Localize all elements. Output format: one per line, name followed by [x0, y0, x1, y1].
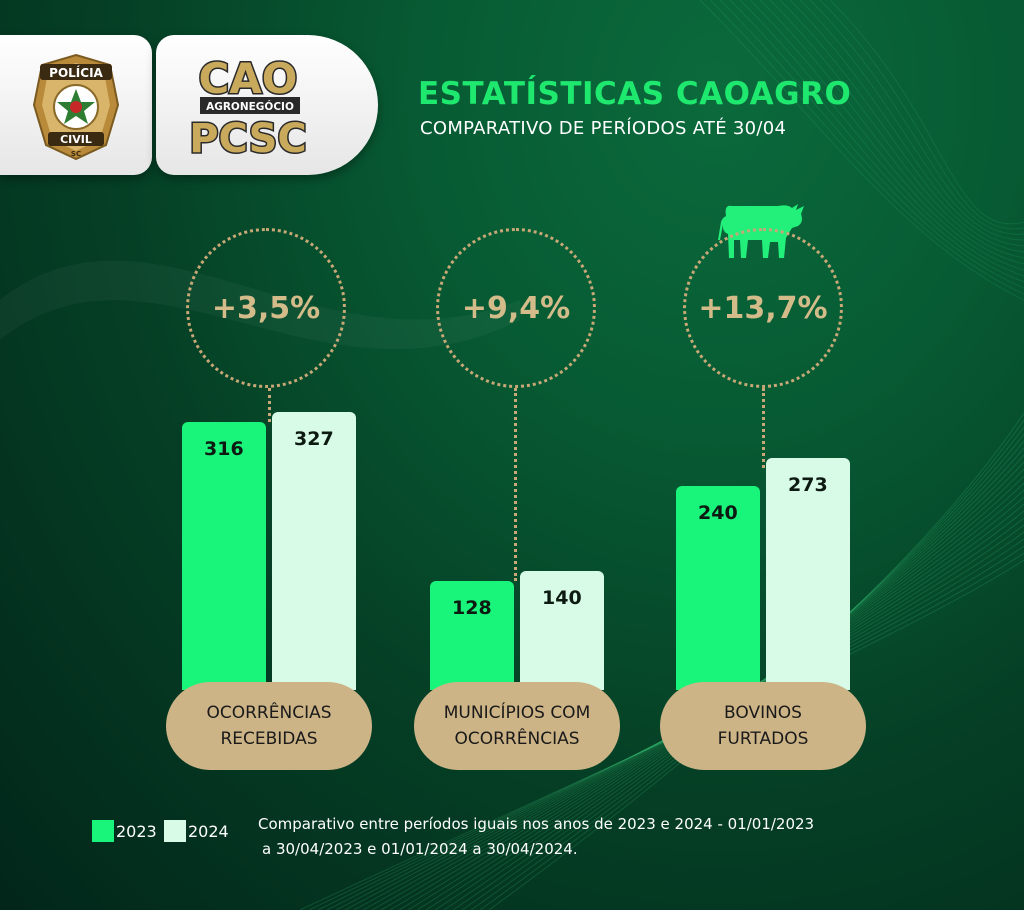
bar-value-label: 240 — [698, 502, 738, 524]
change-label: +9,4% — [461, 290, 571, 326]
badge-state-text: SC — [71, 150, 81, 158]
category-label-line: BOVINOS — [724, 703, 802, 723]
legend-label-2024: 2024 — [188, 822, 229, 841]
change-circle-bovinos: +13,7% — [683, 228, 843, 388]
legend-swatch-2023 — [92, 820, 114, 842]
page-subtitle: COMPARATIVO DE PERÍODOS ATÉ 30/04 — [420, 118, 787, 139]
policia-civil-badge-icon: POLÍCIA CIVIL SC — [32, 53, 120, 161]
bar-value-label: 128 — [452, 597, 492, 619]
agronegocio-text: AGRONEGÓCIO — [206, 100, 294, 113]
category-label-line: RECEBIDAS — [220, 729, 318, 749]
footnote-line-2: a 30/04/2023 e 01/01/2024 a 30/04/2024. — [262, 840, 578, 858]
dotted-connector — [514, 388, 517, 581]
cao-text: CAO — [198, 54, 297, 103]
cao-pcsc-logo: CAO AGRONEGÓCIO PCSC — [188, 53, 309, 164]
bar-ocorrencias-2023 — [182, 422, 266, 690]
change-label: +3,5% — [211, 290, 321, 326]
footnote: Comparativo entre períodos iguais nos an… — [258, 812, 878, 862]
bar-municipios-2024 — [520, 571, 604, 690]
category-pill-ocorrencias: OCORRÊNCIAS RECEBIDAS — [166, 682, 372, 770]
page-title: ESTATÍSTICAS CAOAGRO — [418, 76, 852, 112]
dotted-connector — [762, 388, 765, 468]
category-pill-municipios: MUNICÍPIOS COM OCORRÊNCIAS — [414, 682, 620, 770]
change-label: +13,7% — [698, 290, 828, 326]
badge-bottom-text: CIVIL — [60, 133, 92, 146]
footnote-line-1: Comparativo entre períodos iguais nos an… — [258, 815, 815, 833]
change-circle-municipios: +9,4% — [436, 228, 596, 388]
bar-value-label: 327 — [294, 428, 334, 450]
legend-label-2023: 2023 — [116, 822, 157, 841]
bar-ocorrencias-2024 — [272, 412, 356, 690]
bar-bovinos-2024 — [766, 458, 850, 690]
bar-municipios-2023 — [430, 581, 514, 690]
bar-value-label: 140 — [542, 587, 582, 609]
bar-bovinos-2023 — [676, 486, 760, 690]
bar-value-label: 316 — [204, 438, 244, 460]
policia-civil-logo-panel: POLÍCIA CIVIL SC — [0, 35, 152, 175]
category-label-line: MUNICÍPIOS COM — [443, 703, 591, 723]
bar-value-label: 273 — [788, 474, 828, 496]
category-pill-bovinos: BOVINOS FURTADOS — [660, 682, 866, 770]
category-label-line: FURTADOS — [717, 729, 809, 749]
category-label-line: OCORRÊNCIAS — [206, 703, 332, 723]
cao-pcsc-logo-panel: CAO AGRONEGÓCIO PCSC — [156, 35, 378, 175]
legend-swatch-2024 — [164, 820, 186, 842]
category-label-line: OCORRÊNCIAS — [454, 729, 580, 749]
pcsc-text: PCSC — [189, 116, 307, 162]
dotted-connector — [268, 388, 271, 422]
change-circle-ocorrencias: +3,5% — [186, 228, 346, 388]
badge-top-text: POLÍCIA — [49, 65, 103, 80]
